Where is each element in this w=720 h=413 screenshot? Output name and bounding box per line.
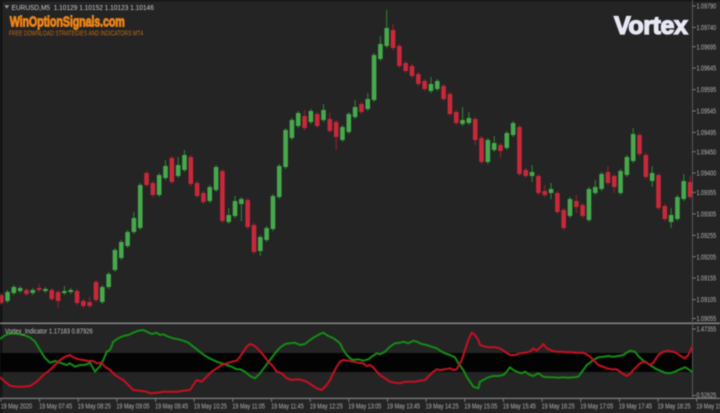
svg-text:Vortex_Indicator 1.17183 0.879: Vortex_Indicator 1.17183 0.87926: [5, 328, 93, 336]
svg-text:1.09305: 1.09305: [697, 211, 717, 219]
svg-text:1.09255: 1.09255: [697, 232, 717, 240]
svg-text:19 May 12:25: 19 May 12:25: [310, 403, 343, 411]
svg-text:19 May 09:45: 19 May 09:45: [155, 403, 188, 411]
svg-text:19 May 15:45: 19 May 15:45: [503, 403, 536, 411]
svg-text:19 May 11:45: 19 May 11:45: [271, 403, 304, 411]
svg-text:19 May 13:05: 19 May 13:05: [348, 403, 381, 411]
svg-text:19 May 17:45: 19 May 17:45: [619, 403, 652, 411]
svg-text:Vortex: Vortex: [614, 12, 688, 40]
svg-text:19 May 17:05: 19 May 17:05: [580, 403, 613, 411]
svg-text:FREE DOWNLOAD STRATEGIES AND I: FREE DOWNLOAD STRATEGIES AND INDICATORS …: [9, 29, 144, 37]
svg-text:1.09495: 1.09495: [697, 129, 717, 137]
svg-text:19 May 18:25: 19 May 18:25: [658, 403, 691, 411]
svg-text:1.09155: 1.09155: [697, 275, 717, 283]
svg-text:1.09400: 1.09400: [697, 170, 717, 178]
svg-text:EURUSD,M5 1.10129 1.10152 1.1: EURUSD,M5 1.10129 1.10152 1.10123 1.1014…: [12, 5, 154, 12]
svg-text:1.09105: 1.09105: [697, 297, 717, 305]
svg-text:19 May 08:25: 19 May 08:25: [78, 403, 111, 411]
svg-text:19 May 2020: 19 May 2020: [1, 403, 33, 411]
svg-text:1.09695: 1.09695: [697, 44, 717, 52]
svg-text:19 May 11:05: 19 May 11:05: [232, 403, 265, 411]
svg-text:19 May 13:45: 19 May 13:45: [387, 403, 420, 411]
svg-text:1.09355: 1.09355: [697, 189, 717, 197]
svg-text:1.09790: 1.09790: [697, 3, 717, 11]
svg-text:19 May 19:05: 19 May 19:05: [696, 403, 720, 411]
svg-text:19 May 14:25: 19 May 14:25: [426, 403, 459, 411]
svg-text:19 May 10:25: 19 May 10:25: [194, 403, 227, 411]
svg-text:1.09545: 1.09545: [697, 108, 717, 116]
svg-text:1.47355: 1.47355: [697, 326, 717, 334]
svg-text:0.52625: 0.52625: [697, 392, 717, 400]
svg-text:19 May 15:05: 19 May 15:05: [464, 403, 497, 411]
svg-text:19 May 07:45: 19 May 07:45: [39, 403, 72, 411]
svg-text:19 May 16:25: 19 May 16:25: [542, 403, 575, 411]
svg-text:1.09450: 1.09450: [697, 149, 717, 157]
svg-text:1.09645: 1.09645: [697, 65, 717, 73]
svg-text:1.09055: 1.09055: [697, 316, 717, 324]
svg-text:19 May 09:05: 19 May 09:05: [116, 403, 149, 411]
svg-text:1.09740: 1.09740: [697, 24, 717, 32]
svg-text:WinOptionSignals.com: WinOptionSignals.com: [10, 13, 125, 30]
svg-text:1.09205: 1.09205: [697, 254, 717, 262]
svg-text:1.09595: 1.09595: [697, 87, 717, 95]
